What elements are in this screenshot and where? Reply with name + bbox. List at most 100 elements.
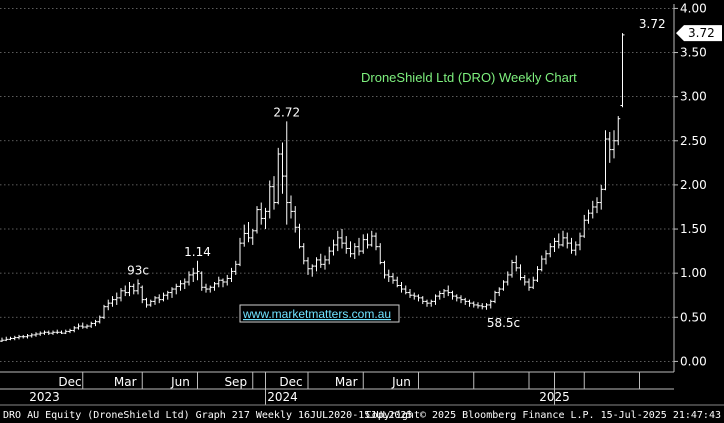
y-tick-label: 0.50 — [680, 310, 707, 324]
ohlc-bar — [191, 267, 196, 282]
ohlc-bar — [522, 274, 527, 286]
ohlc-bar — [284, 121, 289, 225]
ohlc-bar — [340, 229, 344, 249]
ohlc-bar — [8, 336, 13, 341]
ohlc-bar — [310, 264, 315, 277]
ohlc-bar — [607, 131, 612, 163]
ohlc-bar — [289, 195, 293, 219]
x-year-label: 2024 — [267, 390, 298, 404]
ohlc-bar — [97, 315, 102, 324]
last-price-tag: 3.72 — [676, 25, 722, 42]
ohlc-bar — [569, 237, 574, 254]
price-annotation: 93c — [127, 263, 149, 277]
chart-title: DroneShield Ltd (DRO) Weekly Chart — [361, 70, 577, 85]
ohlc-bar — [29, 333, 34, 338]
ohlc-bar — [374, 232, 378, 251]
ohlc-bar — [612, 130, 616, 159]
ohlc-bar — [416, 294, 421, 302]
ohlc-bar — [68, 328, 72, 334]
y-tick-label: 3.00 — [680, 90, 707, 104]
ohlc-bar — [480, 303, 485, 310]
ohlc-bar — [459, 295, 463, 304]
x-year-label: 2023 — [29, 390, 60, 404]
ohlc-bar — [344, 236, 349, 254]
price-annotation: 2.72 — [273, 105, 300, 119]
ohlc-bar — [357, 237, 361, 256]
ohlc-bar — [535, 266, 540, 282]
ohlc-bar — [323, 255, 327, 270]
ohlc-bar — [93, 319, 98, 327]
ohlc-bar — [225, 274, 230, 286]
ohlc-bar — [212, 281, 217, 291]
ohlc-bar — [136, 279, 140, 295]
ohlc-bar — [238, 237, 242, 267]
ohlc-bar — [293, 206, 298, 233]
last-price-tag-text: 3.72 — [688, 26, 715, 40]
watermark-box — [239, 304, 400, 323]
ohlc-bar — [42, 330, 47, 335]
ohlc-bar — [102, 304, 106, 320]
y-tick-label: 4.00 — [680, 1, 707, 15]
ohlc-bar — [497, 287, 502, 297]
ohlc-bar — [603, 130, 608, 191]
ohlc-bar — [450, 290, 455, 300]
ohlc-bar — [267, 180, 272, 219]
ohlc-bar — [170, 287, 174, 298]
y-tick-label: 1.00 — [680, 266, 707, 280]
ohlc-bar — [259, 202, 264, 225]
y-tick-label: 0.00 — [680, 354, 707, 368]
x-month-label: Jun — [391, 375, 411, 389]
x-month-label: Mar — [335, 375, 358, 389]
ohlc-bar — [599, 184, 604, 210]
y-tick-label: 2.50 — [680, 134, 707, 148]
ohlc-bar — [17, 334, 21, 340]
ohlc-bar — [0, 337, 4, 342]
ohlc-bar — [140, 285, 145, 304]
ohlc-bar — [539, 255, 544, 272]
ohlc-bar — [106, 299, 111, 311]
ohlc-bar — [386, 269, 391, 282]
ohlc-bar — [471, 301, 476, 308]
ohlc-bar — [382, 260, 387, 279]
ohlc-bar — [21, 334, 26, 339]
ohlc-bar — [242, 224, 247, 247]
ohlc-bar — [582, 214, 587, 238]
ohlc-bar — [221, 278, 225, 288]
ohlc-bar — [399, 281, 404, 293]
y-tick-label: 2.00 — [680, 178, 707, 192]
ohlc-bar — [484, 303, 489, 310]
ohlc-bar — [174, 283, 179, 295]
ohlc-bar — [255, 206, 259, 234]
y-tick-label: 1.50 — [680, 222, 707, 236]
ohlc-bar — [331, 239, 336, 256]
ohlc-bar — [442, 289, 446, 298]
ohlc-bar — [148, 299, 153, 307]
footer-left: DRO AU Equity (DroneShield Ltd) Graph 21… — [3, 410, 412, 421]
ohlc-bar — [348, 241, 353, 258]
ohlc-bar — [297, 223, 302, 249]
ohlc-bar — [80, 322, 85, 329]
ohlc-bar — [510, 259, 514, 278]
watermark-link[interactable]: www.marketmatters.com.au — [239, 304, 400, 323]
bars-layer — [0, 33, 625, 342]
ohlc-bar — [463, 297, 468, 305]
ohlc-bar — [548, 243, 553, 258]
footer-right: Copyright© 2025 Bloomberg Finance L.P. 1… — [366, 410, 721, 421]
ohlc-bar — [395, 276, 400, 288]
ohlc-bar — [233, 260, 238, 275]
price-annotation: 3.72 — [639, 17, 666, 31]
ohlc-bar — [578, 232, 582, 251]
ohlc-bar — [429, 299, 434, 307]
ohlc-bar — [178, 280, 183, 291]
ohlc-bar — [34, 332, 38, 337]
ohlc-bar — [85, 324, 89, 329]
watermark-text[interactable]: www.marketmatters.com.au — [242, 307, 391, 321]
ohlc-bar — [556, 233, 561, 249]
ohlc-bar — [501, 280, 506, 291]
ohlc-bar — [620, 33, 625, 108]
ohlc-bar — [518, 264, 523, 281]
ohlc-bar — [476, 302, 480, 309]
ohlc-bar — [204, 283, 208, 293]
ohlc-bar — [446, 285, 451, 297]
